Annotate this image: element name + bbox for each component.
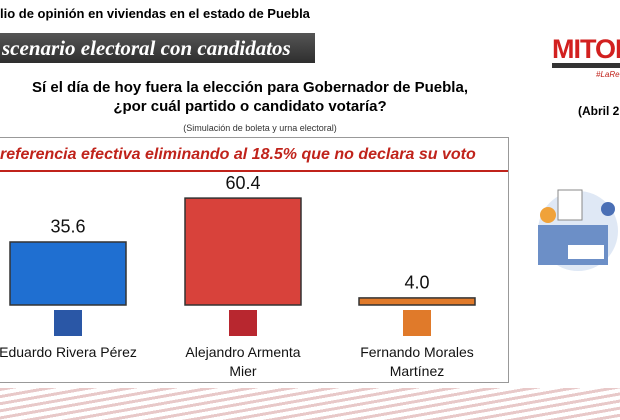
bar [358, 297, 476, 306]
category-label: Eduardo Rivera Pérez [0, 344, 137, 360]
title-line: ¿por cuál partido o candidato votaría? [113, 98, 387, 115]
party-logo [54, 310, 82, 336]
banner: scenario electoral con candidatos [2, 36, 291, 60]
value-label: 4.0 [404, 273, 429, 293]
footer-band [0, 388, 620, 420]
value-label: 60.4 [225, 173, 260, 193]
date: (Abril 2 [578, 104, 620, 118]
title-line: Sí el día de hoy fuera la elección para … [32, 79, 468, 96]
brand: MITOF [552, 34, 620, 64]
category-label: Fernando Morales Martínez [360, 344, 474, 379]
subtitle: referencia efectiva eliminando al 18.5% … [0, 146, 476, 163]
party-logo [229, 310, 257, 336]
banner-bg [0, 33, 315, 63]
header: lio de opinión en viviendas en el estado… [0, 6, 310, 21]
category-label: Alejandro Armenta Mier [185, 344, 301, 379]
value-label: 35.6 [50, 217, 85, 237]
bar [184, 197, 302, 306]
note: (Simulación de boleta y urna electoral) [183, 123, 337, 133]
title: Sí el día de hoy fuera la elección para … [0, 78, 500, 116]
bar [9, 241, 127, 306]
chart-frame [0, 137, 509, 383]
subtitle-rule [0, 170, 508, 172]
illustration [538, 189, 618, 271]
brand-rule [552, 63, 620, 68]
party-logo [403, 310, 431, 336]
brand-tag: #LaRe [596, 70, 620, 79]
